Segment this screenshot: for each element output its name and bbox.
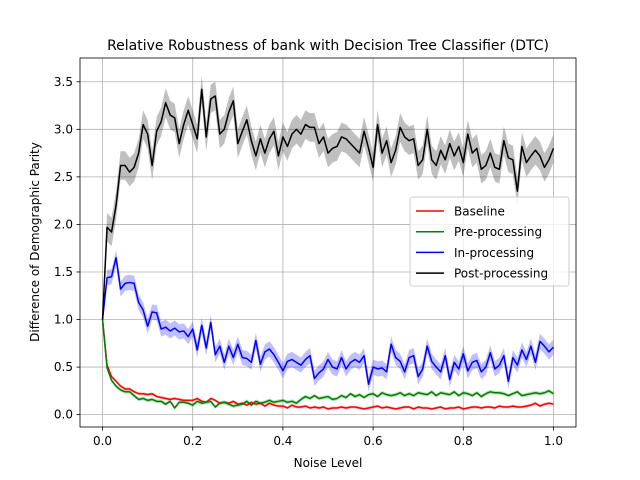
x-tick-label-5: 1.0 [544,434,563,448]
chart-title: Relative Robustness of bank with Decisio… [107,38,549,54]
series-line-post-processing [101,88,555,320]
legend-label-baseline: Baseline [454,205,505,219]
series-line-pre-processing [101,319,554,409]
x-axis-ticks: 0.0 0.2 0.4 0.6 0.8 1.0 [93,427,563,448]
y-tick-label-5: 2.5 [54,170,73,184]
y-tick-label-7: 3.5 [54,75,73,89]
band-post-processing [102,75,554,320]
legend-label-in-processing: In-processing [454,246,534,260]
y-tick-label-2: 1.0 [54,313,73,327]
y-axis-label: Difference of Demographic Parity [28,142,42,342]
plot-frame [79,57,577,428]
y-tick-label-3: 1.5 [54,265,73,279]
legend-label-pre-processing: Pre-processing [454,225,542,239]
series-line-baseline [101,319,554,410]
series-line-in-processing [101,256,554,385]
band-in-processing [102,250,554,392]
legend-box [409,196,570,287]
grid [80,58,576,427]
series-lines [101,88,555,410]
y-axis-ticks: 0.0 0.5 1.0 1.5 2.0 2.5 3.0 3.5 [54,75,80,422]
y-tick-label-1: 0.5 [54,360,73,374]
x-tick-label-4: 0.8 [454,434,473,448]
legend-label-post-processing: Post-processing [454,267,548,281]
y-tick-label-0: 0.0 [54,408,73,422]
x-tick-label-0: 0.0 [93,434,112,448]
x-axis-label: Noise Level [294,456,363,470]
x-tick-label-1: 0.2 [183,434,202,448]
y-tick-label-6: 3.0 [54,122,73,136]
x-tick-label-3: 0.6 [364,434,383,448]
y-tick-label-4: 2.0 [54,217,73,231]
legend: Baseline Pre-processing In-processing Post-… [409,196,570,287]
x-tick-label-2: 0.4 [273,434,292,448]
